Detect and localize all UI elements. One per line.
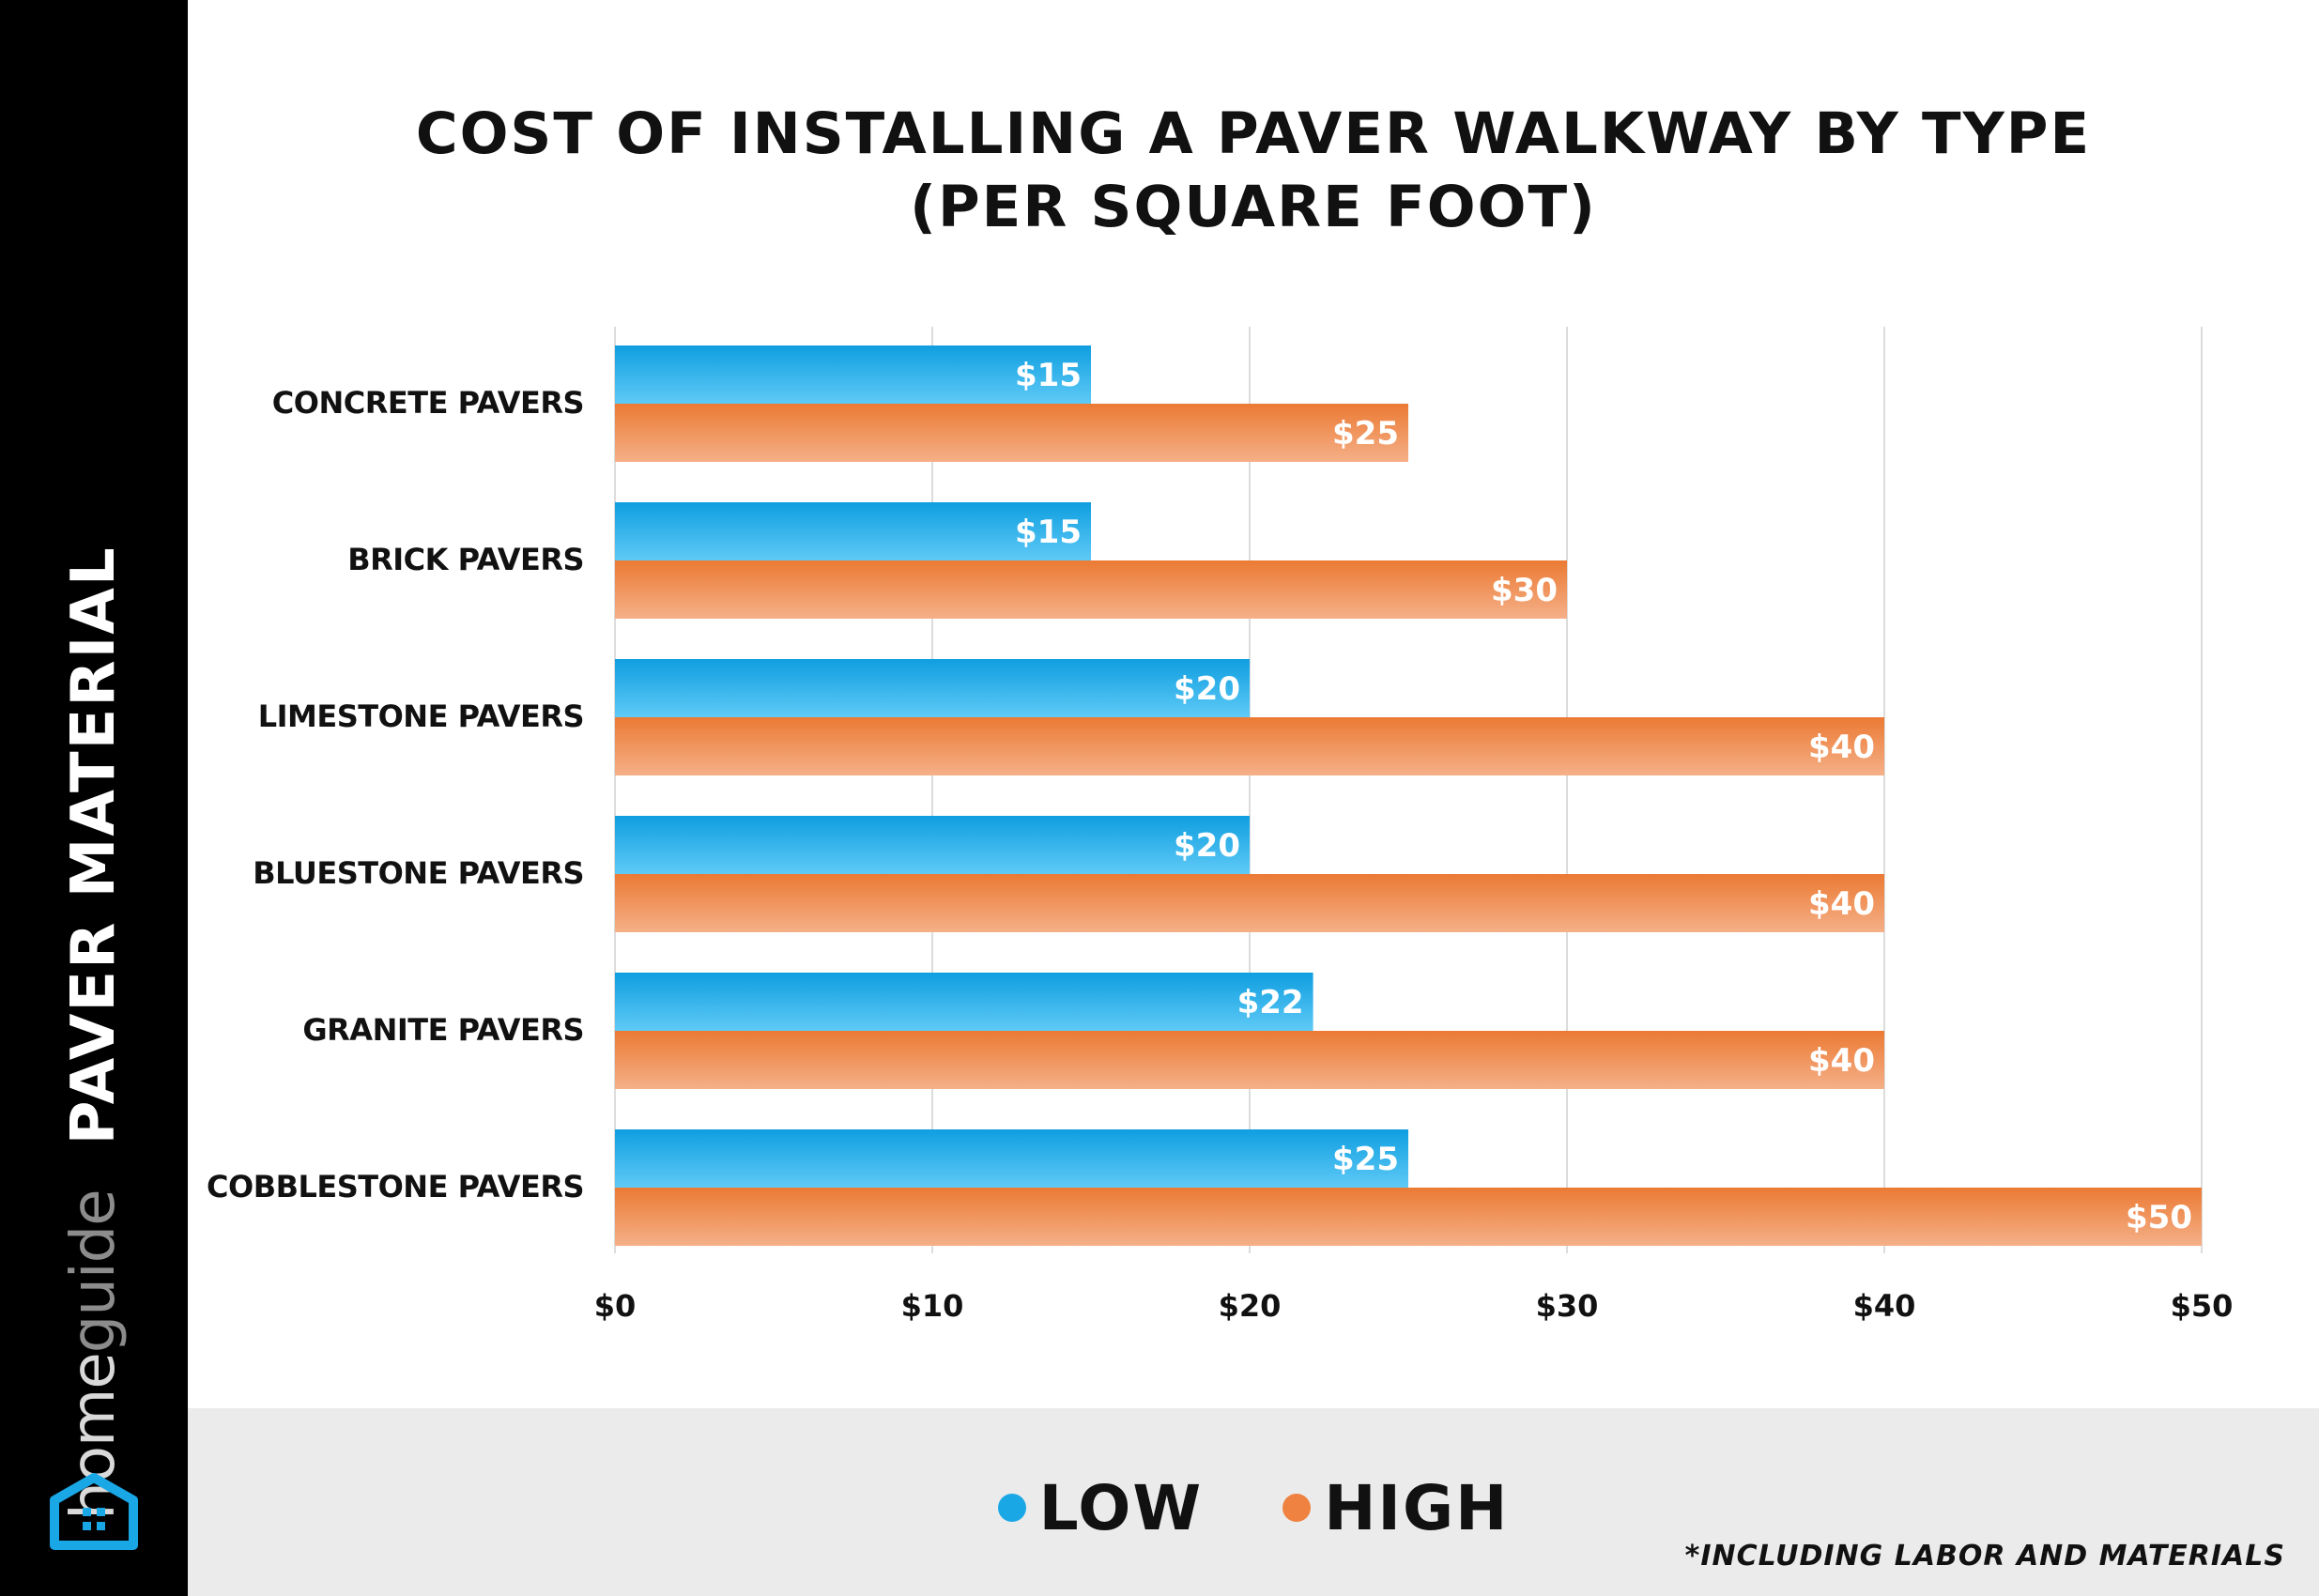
bar-chart: $0 $10 $20 $30 $40 $50 CONCRETE PAVERS $15 $25 BR… [207, 327, 2233, 1324]
data-label: $22 [1237, 984, 1304, 1021]
category-label: GRANITE PAVERS [302, 1012, 584, 1048]
x-tick-label: $20 [1219, 1288, 1282, 1324]
grid-layer [614, 327, 2203, 1253]
x-tick-label: $50 [2171, 1288, 2234, 1324]
x-tick-label: $40 [1853, 1288, 1916, 1324]
legend-label-low: LOW [1038, 1471, 1204, 1544]
bar-layer [615, 345, 2202, 1246]
data-label: $50 [2126, 1199, 2192, 1236]
data-label: $15 [1015, 357, 1082, 394]
category-label: COBBLESTONE PAVERS [207, 1169, 584, 1205]
data-label: $20 [1174, 827, 1240, 865]
label-layer: $0 $10 $20 $30 $40 $50 CONCRETE PAVERS $15 $25 BR… [207, 357, 2233, 1324]
house-icon [50, 1473, 138, 1550]
category-label: BRICK PAVERS [347, 542, 584, 577]
data-label: $20 [1174, 670, 1240, 708]
legend-item-high: HIGH [1282, 1472, 1509, 1544]
category-label: LIMESTONE PAVERS [258, 698, 584, 734]
data-label: $40 [1808, 1042, 1875, 1080]
bar-low [615, 1129, 1408, 1188]
data-label: $25 [1332, 1141, 1399, 1178]
legend-item-low: LOW [997, 1471, 1204, 1544]
bar-high [615, 560, 1567, 619]
bar-low [615, 816, 1250, 874]
data-label: $40 [1808, 729, 1875, 766]
chart-title-line-1: COST OF INSTALLING A PAVER WALKWAY BY TY… [415, 100, 2092, 167]
legend-label-high: HIGH [1324, 1471, 1510, 1544]
legend-dot-high [1282, 1494, 1312, 1522]
data-label: $15 [1015, 514, 1082, 551]
data-label: $25 [1332, 415, 1399, 453]
chart-title-line-2: (PER SQUARE FOOT) [910, 174, 1597, 240]
category-label: BLUESTONE PAVERS [253, 855, 584, 891]
chart-card [188, 0, 2319, 1596]
x-tick-label: $30 [1536, 1288, 1599, 1324]
bar-high [615, 1188, 2202, 1246]
x-tick-label: $0 [594, 1288, 637, 1324]
footer: LOW HIGH *INCLUDING LABOR AND MATERIALS [188, 1408, 2319, 1596]
data-label: $40 [1808, 885, 1875, 923]
bar-high [615, 717, 1884, 775]
bar-high [615, 874, 1884, 932]
bar-low [615, 659, 1250, 717]
bar-low [615, 973, 1313, 1031]
x-tick-label: $10 [901, 1288, 964, 1324]
data-label: $30 [1491, 572, 1558, 609]
sidebar: homeguide PAVER MATERIAL [0, 0, 188, 1596]
category-label: CONCRETE PAVERS [272, 385, 584, 421]
footnote: *INCLUDING LABOR AND MATERIALS [1684, 1540, 2285, 1573]
bar-low [615, 345, 1091, 404]
chart-title: COST OF INSTALLING A PAVER WALKWAY BY TY… [188, 98, 2319, 244]
legend-dot-low [997, 1494, 1026, 1522]
bar-low [615, 502, 1091, 560]
legend: LOW HIGH [188, 1465, 2319, 1544]
bar-high [615, 404, 1408, 462]
bar-high [615, 1031, 1884, 1089]
